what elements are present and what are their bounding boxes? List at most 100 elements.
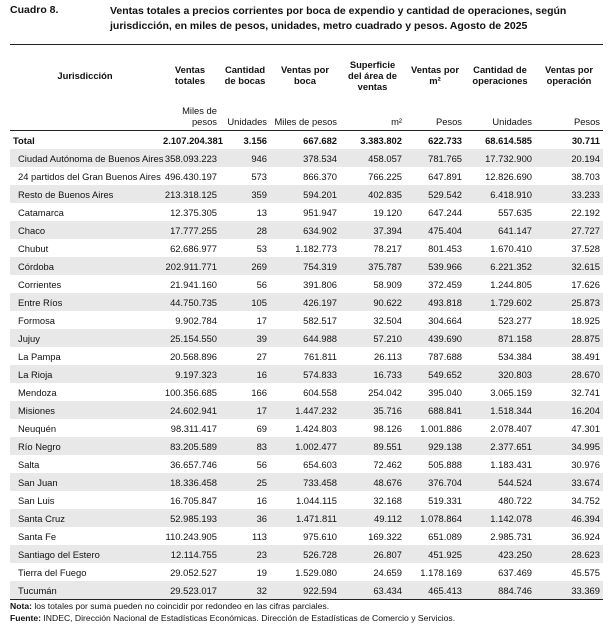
jurisdiction: Santa Cruz (10, 509, 160, 527)
table-label: Cuadro 8. (10, 4, 59, 16)
cell-value: 19 (256, 566, 267, 578)
cell-value: 529.542 (405, 185, 465, 203)
cell-value: 113 (252, 530, 267, 542)
cell-value: 1.529.080 (295, 566, 337, 578)
table-row: Córdoba 202.911.771 269 754.319 375.787 539.9… (10, 257, 603, 275)
cell-value: 27 (256, 350, 267, 362)
cell-value: 1.142.078 (465, 509, 535, 527)
cell-value: 766.225 (368, 170, 402, 182)
cell-value: 32 (220, 581, 270, 600)
jurisdiction: Ciudad Autónoma de Buenos Aires (10, 149, 163, 167)
cell-value: 36.657.746 (170, 458, 217, 470)
cell-value: 269 (220, 257, 270, 275)
cell-value: 47.301 (571, 422, 600, 434)
cell-value: 574.833 (270, 365, 340, 383)
cell-value: 30.711 (571, 134, 600, 146)
jurisdiction: Santa Fe (18, 530, 57, 542)
note-text: los totales por suma pueden no coincidir… (31, 601, 330, 611)
cell-value: 644.988 (270, 329, 340, 347)
table-title: Ventas totales a precios corrientes por … (110, 5, 567, 32)
cell-value: 12.114.755 (160, 545, 220, 563)
cell-value: 39 (220, 329, 270, 347)
table-row: Río Negro 83.205.589 83 1.002.477 89.551 929.… (10, 437, 603, 455)
cell-value: 439.690 (405, 329, 465, 347)
cell-value: 98.126 (373, 422, 402, 434)
table-row: Tucumán 29.523.017 32 922.594 63.434 465.413 8… (10, 581, 603, 600)
cell-value: 539.966 (405, 257, 465, 275)
cell-value: 18.336.458 (160, 473, 220, 491)
cell-value: 1.244.805 (490, 278, 532, 290)
jurisdiction: La Rioja (10, 365, 160, 383)
cell-value: 637.469 (498, 566, 532, 578)
column-header: Ventas totales (160, 44, 220, 105)
cell-value: 1.001.886 (420, 422, 462, 434)
cell-value: 475.404 (405, 221, 465, 239)
cell-value: 17.732.900 (465, 149, 535, 167)
cell-value: 33.233 (535, 185, 603, 203)
header-row: Jurisdicción Ventas totales Cantidad de bo… (10, 44, 603, 105)
cell-value: 641.147 (465, 221, 535, 239)
cell-value: 32.615 (535, 257, 603, 275)
table-row: Resto de Buenos Aires 213.318.125 359 594.2… (10, 185, 603, 203)
cell-value: 320.803 (465, 365, 535, 383)
jurisdiction: Resto de Buenos Aires (10, 185, 160, 203)
cell-value: 48.676 (340, 473, 405, 491)
cell-value: 20.194 (535, 149, 603, 167)
cell-value: 44.750.735 (160, 293, 220, 311)
jurisdiction: Corrientes (18, 278, 62, 290)
cell-value: 16.733 (340, 365, 405, 383)
table-row: Santiago del Estero 12.114.755 23 526.728 26… (10, 545, 603, 563)
cell-value: 32.741 (571, 386, 600, 398)
cell-value: 647.891 (428, 170, 462, 182)
cell-value: 1.447.232 (270, 401, 340, 419)
jurisdiction: Córdoba (10, 257, 160, 275)
cell-value: 544.524 (465, 473, 535, 491)
cell-value: 358.093.223 (160, 149, 220, 167)
cell-value: 17.626 (571, 278, 600, 290)
unit-label: Unidades (220, 105, 270, 131)
cell-value: 28.623 (535, 545, 603, 563)
cell-value: 33.674 (535, 473, 603, 491)
cell-value: 89.551 (340, 437, 405, 455)
total-row: Total 2.107.204.381 3.156 667.682 3.383.802 6… (10, 131, 603, 150)
cell-value: 754.319 (270, 257, 340, 275)
cell-value: 2.985.731 (490, 530, 532, 542)
table-row: Misiones 24.602.941 17 1.447.232 35.716 688.8… (10, 401, 603, 419)
cell-value: 28.875 (535, 329, 603, 347)
cell-value: 29.523.017 (160, 581, 220, 600)
cell-value: 6.221.352 (465, 257, 535, 275)
cell-value: 26.807 (340, 545, 405, 563)
cell-value: 166 (251, 386, 267, 398)
cell-value: 667.682 (303, 134, 337, 146)
cell-value: 1.044.115 (295, 494, 337, 506)
cell-value: 496.430.197 (164, 170, 217, 182)
note: Nota: los totales por suma pueden no coi… (10, 600, 455, 612)
cell-value: 36.924 (571, 530, 600, 542)
cell-value: 801.453 (428, 242, 462, 254)
cell-value: 654.603 (303, 458, 337, 470)
cell-value: 25.873 (535, 293, 603, 311)
cell-value: 304.664 (428, 314, 462, 326)
cell-value: 651.089 (428, 530, 462, 542)
cell-value: 2.078.407 (490, 422, 532, 434)
cell-value: 871.158 (465, 329, 535, 347)
table-row: Catamarca 12.375.305 13 951.947 19.120 647.24… (10, 203, 603, 221)
cell-value: 72.462 (373, 458, 402, 470)
cell-value: 16 (220, 365, 270, 383)
cell-value: 9.197.323 (160, 365, 220, 383)
jurisdiction: Formosa (18, 314, 55, 326)
cell-value: 45.575 (571, 566, 600, 578)
cell-value: 26.113 (374, 350, 402, 362)
cell-value: 2.107.204.381 (163, 134, 223, 146)
cell-value: 69 (256, 422, 267, 434)
column-header: Cantidad de bocas (220, 44, 270, 105)
table-row: Neuquén 98.311.417 69 1.424.803 98.126 1.001.… (10, 419, 603, 437)
cell-value: 375.787 (340, 257, 405, 275)
cell-value: 62.686.977 (170, 242, 217, 254)
cell-value: 3.383.802 (360, 134, 402, 146)
cell-value: 52.985.193 (160, 509, 220, 527)
note-label: Fuente: (10, 613, 42, 623)
cell-value: 53 (256, 242, 267, 254)
cell-value: 21.941.160 (170, 278, 217, 290)
cell-value: 23 (220, 545, 270, 563)
